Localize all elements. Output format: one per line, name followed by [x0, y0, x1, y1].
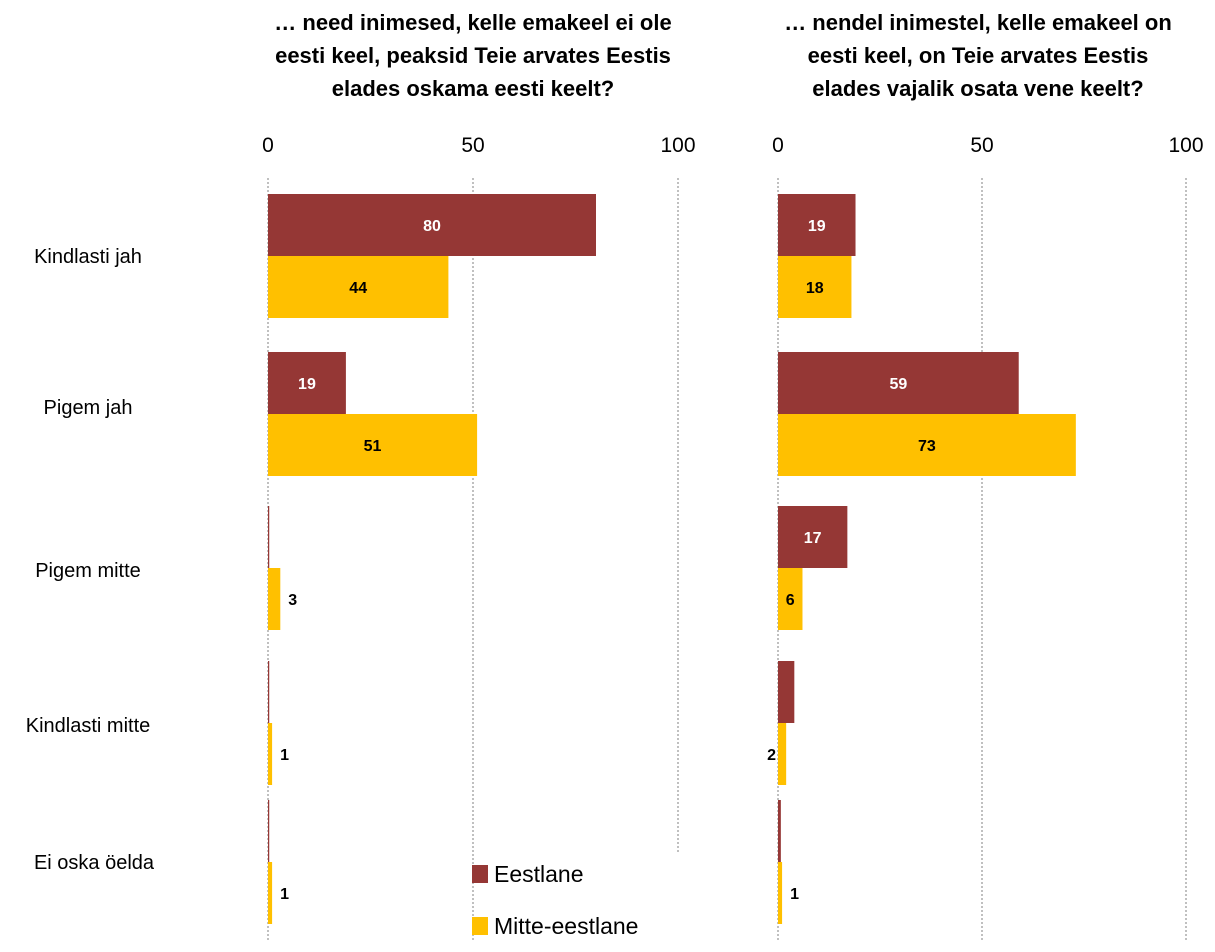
data-label: 19 — [808, 218, 826, 235]
x-tick-label: 50 — [461, 134, 484, 157]
data-label: 3 — [288, 592, 297, 609]
legend-swatch-eestlane — [472, 865, 488, 883]
category-label: Kindlasti mitte — [26, 715, 151, 737]
data-label: 1 — [280, 886, 289, 903]
bar-mitte-eestlane — [778, 414, 1076, 476]
chart-title-line: elades vajalik osata vene keelt? — [812, 76, 1143, 101]
data-label: 59 — [889, 376, 907, 393]
data-label: 6 — [786, 592, 795, 609]
bar-eestlane — [778, 661, 795, 723]
bar-eestlane — [268, 661, 270, 723]
category-label: Kindlasti jah — [34, 246, 142, 268]
x-tick-label: 0 — [772, 134, 784, 157]
chart-title-line: eesti keel, peaksid Teie arvates Eestis — [275, 43, 671, 68]
data-label: 1 — [790, 886, 799, 903]
bar-mitte-eestlane — [778, 568, 803, 630]
data-label: 44 — [349, 280, 367, 297]
x-tick-label: 100 — [1168, 134, 1203, 157]
bar-mitte-eestlane — [778, 256, 852, 318]
data-label: 18 — [806, 280, 824, 297]
bar-eestlane — [778, 352, 1019, 414]
data-label: 73 — [918, 438, 936, 455]
x-tick-label: 100 — [660, 134, 695, 157]
chart-title-line: … need inimesed, kelle emakeel ei ole — [274, 10, 671, 35]
category-label: Pigem mitte — [35, 560, 141, 582]
bar-mitte-eestlane — [778, 723, 787, 785]
category-label: Ei oska öelda — [34, 852, 155, 874]
bar-eestlane — [268, 352, 346, 414]
x-tick-label: 50 — [970, 134, 993, 157]
data-label: 19 — [298, 376, 316, 393]
bar-mitte-eestlane — [268, 862, 273, 924]
bar-eestlane — [778, 194, 856, 256]
data-label: 51 — [364, 438, 382, 455]
chart-title-line: elades oskama eesti keelt? — [332, 76, 615, 101]
bar-mitte-eestlane — [268, 568, 281, 630]
bar-eestlane — [778, 506, 848, 568]
bar-eestlane — [268, 800, 270, 862]
bar-eestlane — [268, 506, 270, 568]
data-label: 17 — [804, 530, 822, 547]
bar-mitte-eestlane — [268, 723, 273, 785]
x-tick-label: 0 — [262, 134, 274, 157]
data-label: 1 — [280, 747, 289, 764]
chart-title-line: … nendel inimestel, kelle emakeel on — [784, 10, 1172, 35]
category-label: Pigem jah — [44, 397, 133, 419]
bar-eestlane — [268, 194, 596, 256]
data-label: 80 — [423, 218, 441, 235]
bar-eestlane — [778, 800, 781, 862]
legend-label-mitte-eestlane: Mitte-eestlane — [494, 913, 638, 939]
bar-mitte-eestlane — [778, 862, 783, 924]
data-label: 2 — [767, 747, 776, 764]
bar-mitte-eestlane — [268, 256, 449, 318]
bar-mitte-eestlane — [268, 414, 478, 476]
legend-label-eestlane: Eestlane — [494, 861, 584, 887]
legend-swatch-mitte-eestlane — [472, 917, 488, 935]
chart-title-line: eesti keel, on Teie arvates Eestis — [808, 43, 1149, 68]
